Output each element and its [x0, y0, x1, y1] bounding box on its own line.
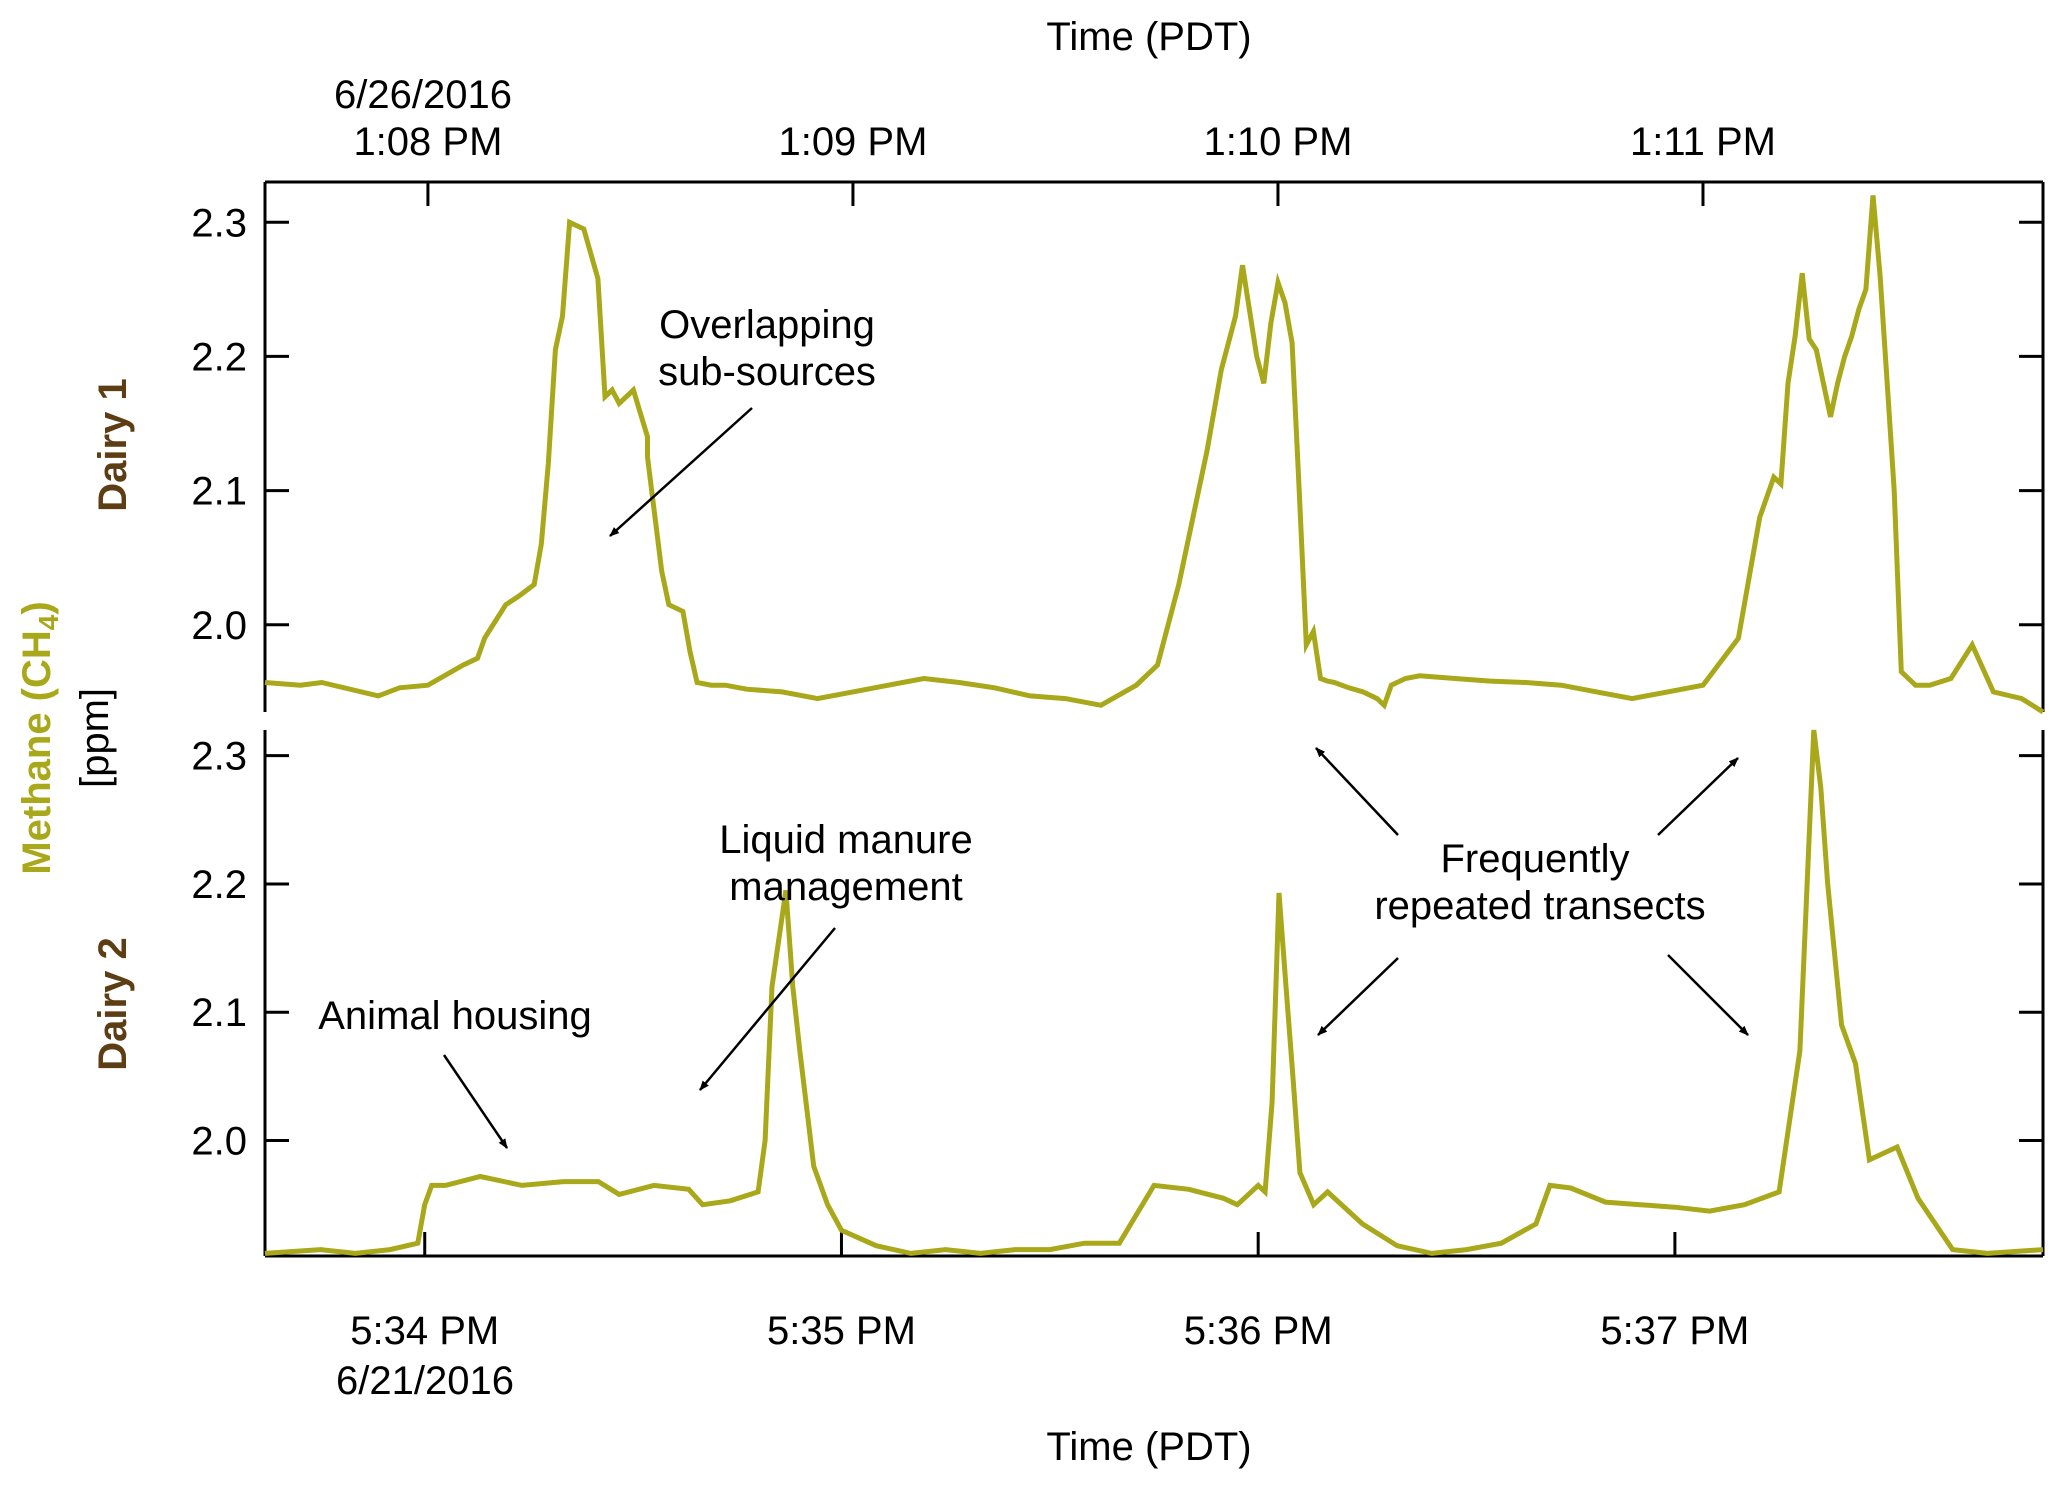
dairy-1-x-tick-label: 1:10 PM [1203, 120, 1352, 164]
annotation-liquid-line1: Liquid manure [719, 818, 973, 862]
top-axis-title: Time (PDT) [1046, 15, 1251, 59]
dairy-1-y-tick-label: 2.0 [191, 604, 247, 648]
annotation-repeat-line1: Frequently [1441, 837, 1630, 881]
top-y-ticks: 2.0 2.1 2.2 2.3 [191, 201, 2043, 648]
dairy-1-x-tick-label: 1:09 PM [778, 120, 927, 164]
dairy-1-y-tick-label: 2.2 [191, 335, 247, 379]
dairy-1-panel: 1:08 PM 1:09 PM 1:10 PM 1:11 PM 2.02.12.22.… [191, 120, 2045, 715]
dairy-1-x-tick-label: 1:08 PM [353, 120, 502, 164]
bottom-axis-title: Time (PDT) [1046, 1425, 1251, 1469]
dairy-1-y-tick-label: 2.1 [191, 470, 247, 514]
dairy-2-x-tick-label: 5:36 PM [1184, 1309, 1333, 1353]
dairy-2-methane-line [264, 729, 2044, 1256]
panel-label-dairy-2: Dairy 2 [91, 937, 135, 1070]
y-axis-title-subscript: 4 [33, 614, 64, 630]
annotation-overlapping-arrow [609, 407, 753, 537]
dairy-2-x-tick-label: 5:37 PM [1600, 1309, 1749, 1353]
annotation-liquid-arrow [699, 927, 836, 1091]
dairy-2-x-tick-label: 5:34 PM [350, 1309, 499, 1353]
annotation-repeated-transects: Frequently repeated transects [1315, 747, 1749, 1036]
dairy-2-panel: 5:34 PM 5:35 PM 5:36 PM 5:37 PM 2.02.12.22.… [191, 729, 2045, 1353]
top-first-tick-date: 6/26/2016 [334, 73, 512, 117]
annotation-repeat-arrow-up-left [1315, 747, 1399, 836]
dairy-2-y-tick-label: 2.3 [191, 735, 247, 779]
annotation-liquid-line2: management [729, 865, 962, 909]
y-axis-title-close: ) [15, 601, 59, 614]
annotation-repeat-line2: repeated transects [1374, 884, 1705, 928]
bottom-y-ticks: 2.0 2.1 2.2 2.3 [191, 735, 2043, 1164]
dairy-2-y-tick-label: 2.1 [191, 991, 247, 1035]
dairy-1-y-tick-label: 2.3 [191, 201, 247, 245]
dairy-2-x-tick-label: 5:35 PM [767, 1309, 916, 1353]
bottom-first-tick-date: 6/21/2016 [336, 1359, 514, 1403]
dairy-2-series [264, 729, 2044, 1256]
annotation-repeat-arrow-down-left [1317, 957, 1399, 1036]
annotation-repeat-arrow-down-right [1667, 954, 1749, 1036]
annotation-animal-housing: Animal housing [318, 994, 592, 1149]
annotation-liquid-manure: Liquid manure management [699, 818, 973, 1091]
dairy-1-series [264, 195, 2045, 715]
top-x-ticks: 1:08 PM 1:09 PM 1:10 PM 1:11 PM [353, 120, 1776, 206]
bottom-x-ticks: 5:34 PM 5:35 PM 5:36 PM 5:37 PM [350, 1232, 1749, 1353]
dairy-1-x-tick-label: 1:11 PM [1630, 120, 1776, 164]
annotation-animal-text: Animal housing [318, 994, 592, 1038]
dairy-2-y-tick-label: 2.2 [191, 863, 247, 907]
y-axis-title: Methane (CH4) [15, 601, 64, 874]
panel-label-dairy-1: Dairy 1 [91, 378, 135, 511]
annotation-repeat-arrow-up-right [1657, 757, 1739, 836]
y-axis-unit: [ppm] [73, 688, 117, 788]
dairy-2-y-tick-label: 2.0 [191, 1120, 247, 1164]
annotation-overlapping-line1: Overlapping [659, 303, 875, 347]
dairy-1-methane-line [264, 195, 2045, 715]
annotation-overlapping-line2: sub-sources [658, 350, 876, 394]
annotation-animal-arrow [442, 1054, 509, 1149]
annotation-overlapping: Overlapping sub-sources [609, 303, 876, 537]
y-axis-title-main: Methane (CH [15, 630, 59, 874]
